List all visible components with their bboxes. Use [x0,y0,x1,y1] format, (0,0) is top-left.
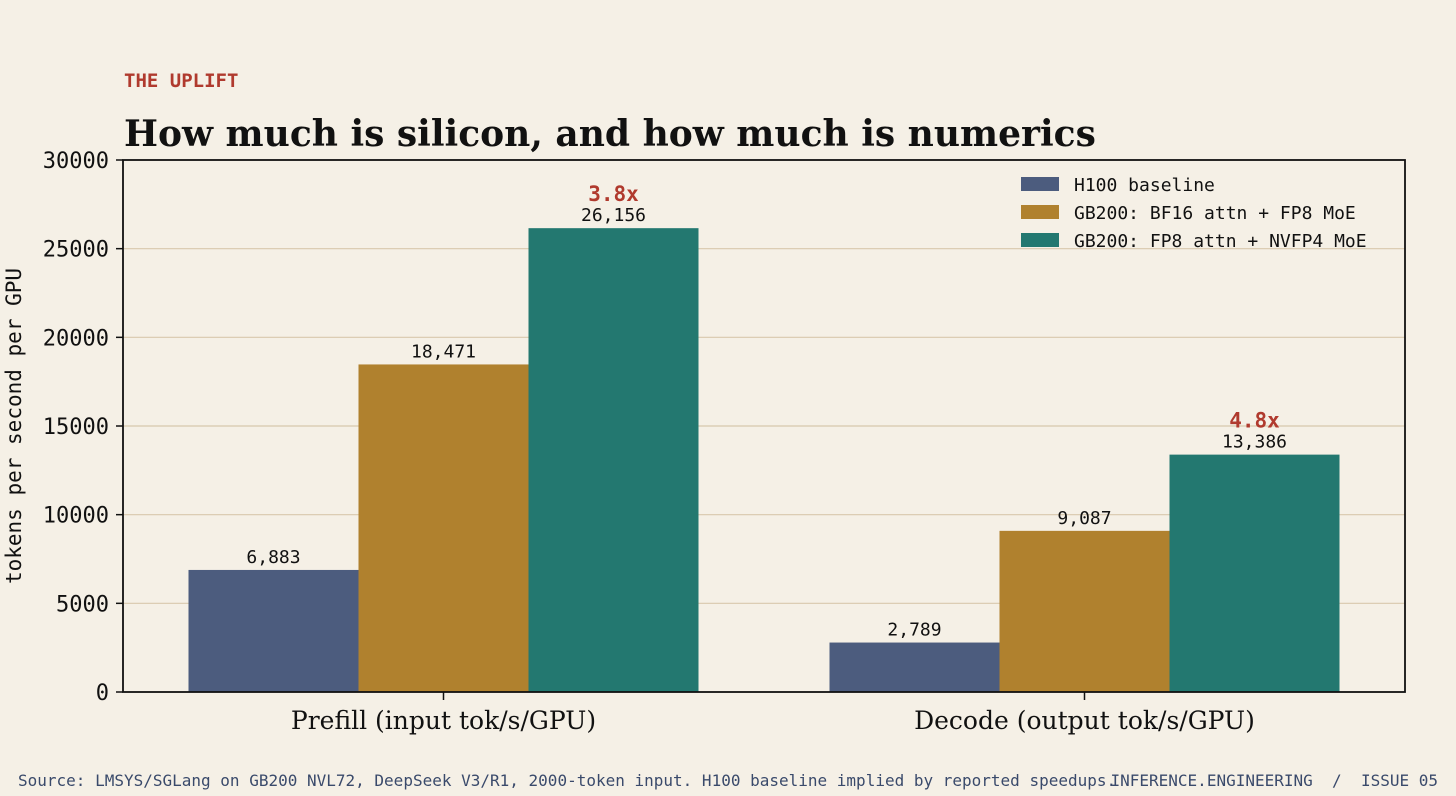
y-tick-label: 20000 [43,326,109,351]
footer-source: Source: LMSYS/SGLang on GB200 NVL72, Dee… [18,771,1116,790]
y-tick-label: 15000 [43,415,109,440]
y-tick-label: 10000 [43,504,109,529]
bar [829,642,1000,692]
y-axis-label: tokens per second per GPU [2,268,26,584]
y-tick-label: 30000 [43,149,109,174]
speedup-annotation: 4.8x [1229,409,1280,433]
footer-brand: INFERENCE.ENGINEERING / ISSUE 05 [1110,771,1438,790]
legend-label: GB200: BF16 attn + FP8 MoE [1074,203,1356,224]
legend: H100 baseline GB200: BF16 attn + FP8 MoE G… [1021,175,1367,252]
bar [188,569,359,692]
x-tick-label: Prefill (input tok/s/GPU) [291,706,596,735]
chart-title: How much is silicon, and how much is num… [124,113,1096,155]
bar-value-label: 2,789 [887,620,941,641]
legend-swatch [1021,177,1059,191]
speedup-annotation: 3.8x [588,182,639,206]
chart-kicker: THE UPLIFT [124,70,238,92]
legend-swatch [1021,205,1059,219]
legend-label: GB200: FP8 attn + NVFP4 MoE [1074,231,1367,252]
x-tick-label: Decode (output tok/s/GPU) [914,706,1255,735]
bar [1169,454,1340,692]
bar-value-label: 6,883 [246,547,300,568]
legend-label: H100 baseline [1074,175,1215,196]
plot-frame [122,159,1406,693]
legend-swatch [1021,233,1059,247]
bar-value-label: 18,471 [411,341,476,362]
bar [999,530,1170,692]
y-tick-label: 0 [96,681,109,706]
bar-value-label: 9,087 [1057,508,1111,529]
y-tick-label: 5000 [56,592,109,617]
y-tick-label: 25000 [43,238,109,263]
axes: 0 5000 10000 15000 20000 25000 30000 Prefill (i… [43,149,1406,735]
bars [188,228,1340,692]
bar [528,228,699,692]
bar-value-label: 13,386 [1222,432,1287,453]
bar [358,364,529,692]
bar-value-label: 26,156 [581,205,646,226]
